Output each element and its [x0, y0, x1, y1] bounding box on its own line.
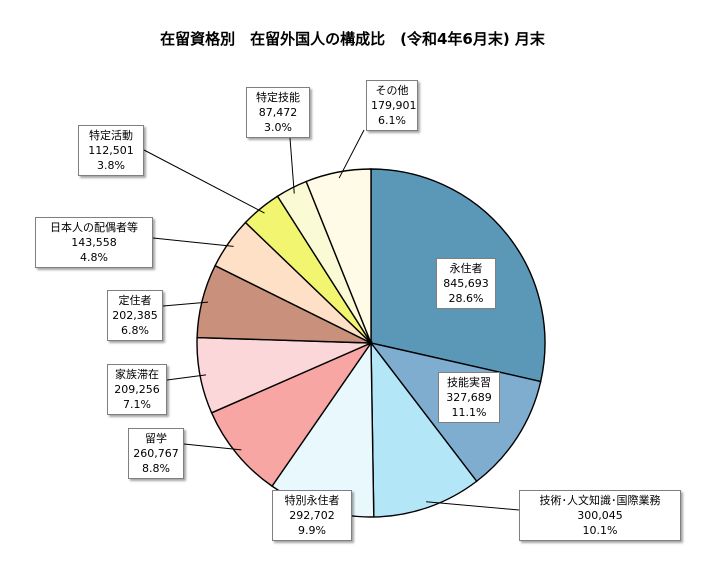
slice-label-3: 特別永住者 292,702 9.9%: [272, 490, 352, 541]
leader-line-4: [183, 443, 242, 451]
pie-slice-4: [210, 341, 373, 488]
slice-label-name: 特定技能: [256, 91, 300, 104]
slice-label-value-label: 112,501: [88, 144, 134, 157]
slice-label-value-label: 202,385: [112, 309, 158, 322]
slice-label-percent: 6.1%: [378, 114, 406, 127]
pie-slice-2: [370, 340, 478, 518]
slice-label-value-label: 87,472: [258, 106, 298, 119]
slice-label-percent: 8.8%: [142, 462, 170, 475]
slice-label-6: 定住者 202,385 6.8%: [107, 290, 163, 341]
slice-label-name: 特別永住者: [284, 494, 340, 507]
leader-line-6: [162, 301, 209, 307]
slice-label-percent: 3.0%: [264, 121, 292, 134]
slice-label-name: 家族滞在: [115, 368, 159, 381]
slice-label-name: 日本人の配偶者等: [50, 221, 138, 234]
slice-label-value-label: 209,256: [114, 383, 160, 396]
slice-label-percent: 10.1%: [582, 524, 618, 537]
slice-label-9: 特定技能 87,472 3.0%: [246, 87, 310, 138]
slice-label-percent: 11.1%: [451, 406, 487, 419]
slice-label-value-label: 179,901: [371, 99, 417, 112]
slice-label-percent: 7.1%: [123, 398, 151, 411]
slice-label-5: 家族滞在 209,256 7.1%: [107, 364, 167, 415]
slice-label-4: 留学 260,767 8.8%: [128, 428, 184, 479]
slice-label-value-label: 327,689: [446, 391, 492, 404]
slice-label-name: 特定活動: [89, 129, 133, 142]
slice-label-name: その他: [375, 84, 409, 97]
slice-label-8: 特定活動 112,501 3.8%: [78, 125, 144, 176]
leader-line-2: [426, 501, 520, 511]
slice-label-value-label: 260,767: [133, 447, 179, 460]
leader-line-9: [289, 137, 295, 194]
slice-label-percent: 9.9%: [298, 524, 326, 537]
pie-slice-10: [305, 168, 372, 344]
slice-label-value-label: 300,045: [577, 509, 623, 522]
slice-label-7: 日本人の配偶者等 143,558 4.8%: [35, 217, 153, 268]
leader-line-10: [338, 129, 365, 179]
slice-label-name: 留学: [145, 432, 167, 445]
slice-label-percent: 4.8%: [80, 251, 108, 264]
slice-label-value-label: 292,702: [289, 509, 335, 522]
slice-label-name: 技能実習: [447, 376, 491, 389]
slice-label-1: 技能実習 327,689 11.1%: [438, 372, 500, 423]
slice-label-0: 永住者 845,693 28.6%: [436, 258, 496, 309]
slice-label-name: 永住者: [449, 262, 483, 275]
leader-line-8: [143, 149, 265, 214]
chart-title: 在留資格別 在留外国人の構成比 (令和4年6月末) 月末: [160, 30, 545, 48]
slice-label-value-label: 143,558: [71, 236, 117, 249]
slice-label-name: 定住者: [118, 294, 152, 307]
slice-label-name: 技術･人文知識･国際業務: [539, 494, 661, 507]
slice-label-10: その他 179,901 6.1%: [366, 80, 418, 131]
leader-line-7: [152, 237, 234, 247]
slice-label-2: 技術･人文知識･国際業務 300,045 10.1%: [519, 490, 681, 541]
slice-label-percent: 6.8%: [121, 324, 149, 337]
slice-label-percent: 28.6%: [448, 292, 484, 305]
slice-label-percent: 3.8%: [97, 159, 125, 172]
leader-line-5: [166, 374, 207, 381]
slice-label-value-label: 845,693: [443, 277, 489, 290]
